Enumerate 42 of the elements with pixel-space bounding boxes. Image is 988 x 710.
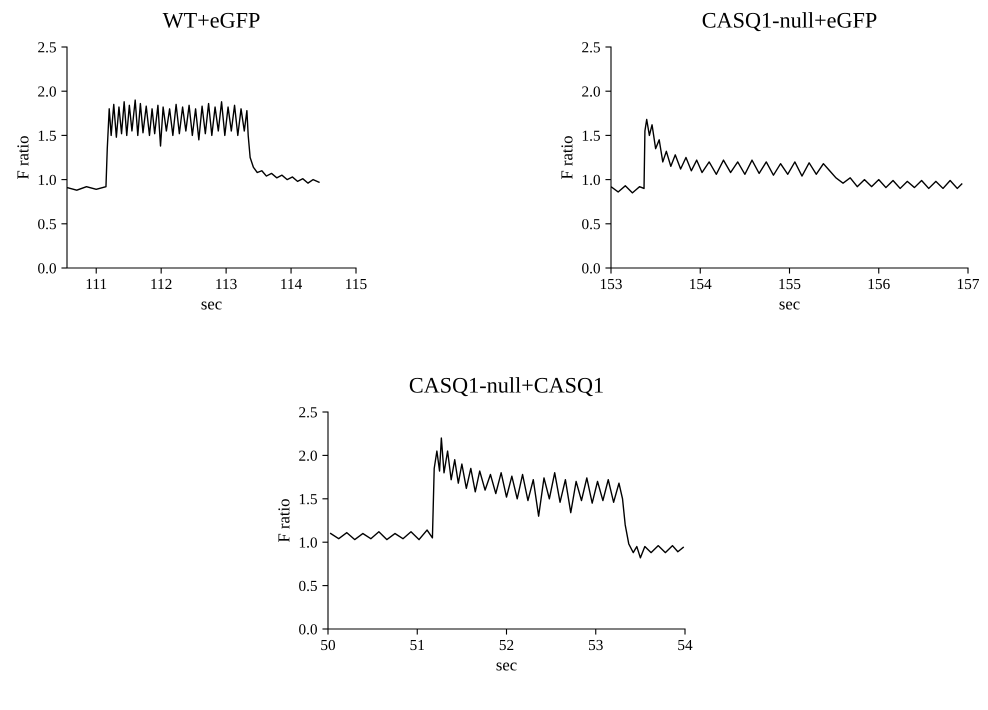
- y-tick-label: 1.5: [38, 130, 56, 141]
- y-tick-label: 0.5: [299, 580, 317, 592]
- y-tick-label: 0.5: [38, 218, 56, 230]
- x-tick-label: 113: [216, 278, 237, 290]
- x-tick-label: 154: [690, 278, 712, 290]
- y-tick-label: 1.0: [38, 174, 56, 186]
- y-tick-label: 2.5: [38, 42, 56, 53]
- y-tick-label: 1.5: [582, 130, 600, 141]
- y-tick-label: 0.0: [38, 263, 56, 274]
- x-tick-label: 53: [589, 640, 603, 650]
- y-tick-label: 2.5: [299, 407, 317, 418]
- x-tick-label: 156: [868, 278, 890, 290]
- y-axis-title: F ratio: [17, 136, 29, 180]
- x-axis-title: sec: [496, 662, 517, 671]
- y-tick-label: 1.0: [582, 174, 600, 186]
- x-tick-label: 115: [346, 278, 367, 290]
- x-tick-label: 155: [779, 278, 800, 290]
- x-axis-title: sec: [780, 302, 800, 310]
- y-tick-label: 2.0: [582, 86, 600, 97]
- chart-title: WT+eGFP: [162, 12, 260, 28]
- x-tick-label: 111: [86, 278, 106, 290]
- x-tick-label: 52: [500, 640, 514, 650]
- y-tick-label: 0.5: [582, 218, 600, 230]
- x-tick-label: 114: [281, 278, 302, 290]
- x-tick-label: 157: [958, 278, 980, 290]
- chart-title: CASQ1-null+eGFP: [702, 12, 876, 32]
- x-tick-label: 54: [678, 640, 692, 650]
- y-tick-label: 1.0: [300, 537, 317, 548]
- x-tick-label: 51: [410, 640, 424, 650]
- y-tick-label: 2.0: [38, 86, 56, 97]
- y-tick-label: 0.0: [582, 263, 600, 274]
- y-tick-label: 0.0: [299, 624, 317, 635]
- x-tick-label: 112: [151, 278, 172, 290]
- y-tick-label: 2.0: [299, 450, 317, 461]
- x-axis-title: sec: [202, 302, 222, 310]
- x-tick-label: 50: [321, 640, 336, 650]
- chart-title: CASQ1-null+CASQ1: [410, 377, 603, 396]
- y-axis-title: F ratio: [561, 136, 573, 180]
- y-tick-label: 1.5: [300, 494, 317, 504]
- y-tick-label: 2.5: [582, 42, 600, 53]
- y-axis-title: F ratio: [278, 499, 290, 542]
- x-tick-label: 153: [600, 278, 622, 290]
